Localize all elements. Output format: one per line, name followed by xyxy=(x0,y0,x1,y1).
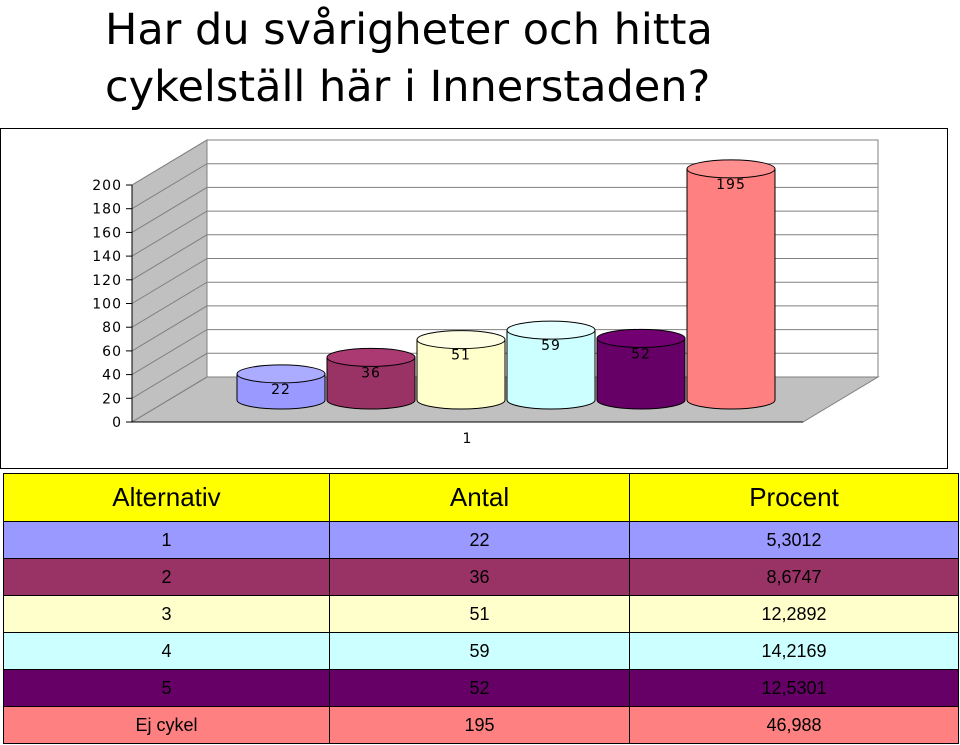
table-cell-alternativ: 3 xyxy=(3,595,330,633)
bar-body xyxy=(686,168,776,410)
bar-top xyxy=(686,159,776,179)
data-label: 22 xyxy=(271,382,291,398)
table-cell-procent: 5,3012 xyxy=(629,521,959,559)
table-row: 3 51 12,2892 xyxy=(3,595,959,633)
table-cell-alternativ: 4 xyxy=(3,632,330,670)
table-cell-procent: 46,988 xyxy=(629,706,959,744)
table-cell-antal: 59 xyxy=(329,632,630,670)
table-cell-antal: 195 xyxy=(329,706,630,744)
gridline xyxy=(131,186,878,233)
table-row: Ej cykel 195 46,988 xyxy=(3,706,959,744)
y-tick-label: 0 xyxy=(112,415,122,431)
gridline xyxy=(131,305,878,352)
gridline xyxy=(131,281,878,328)
bar-chart-3d: 0 20 40 60 80 100 120 140 160 180 200 22 36 51 59 52 195… xyxy=(0,128,948,469)
chart-area: 0 20 40 60 80 100 120 140 160 180 200 22 36 51 59 52 195… xyxy=(0,128,948,469)
table-cell-procent: 8,6747 xyxy=(629,558,959,596)
y-tick-label: 60 xyxy=(102,344,122,360)
table-cell-alternativ: 5 xyxy=(3,669,330,707)
table-cell-procent: 14,2169 xyxy=(629,632,959,670)
table-header-procent: Procent xyxy=(629,473,959,522)
bar-series-1: 22 xyxy=(236,364,326,410)
bar-series-6: 195 xyxy=(686,159,776,410)
gridline xyxy=(131,210,878,257)
bar-series-3: 51 xyxy=(416,330,506,410)
bar-body xyxy=(506,329,596,410)
data-label: 51 xyxy=(451,348,471,364)
table-cell-antal: 52 xyxy=(329,669,630,707)
bar-body xyxy=(326,356,416,410)
bar-top xyxy=(326,347,416,367)
bar-body xyxy=(236,373,326,410)
data-table: Alternativ Antal Procent 1 22 5,3012 2 36 8,6… xyxy=(3,473,959,744)
bar-top xyxy=(416,330,506,350)
x-category-label: 1 xyxy=(463,431,472,447)
chart-title-line-1: Har du svårigheter och hitta xyxy=(105,5,713,55)
table-cell-procent: 12,5301 xyxy=(629,669,959,707)
table-row: 5 52 12,5301 xyxy=(3,669,959,707)
y-tick-label: 40 xyxy=(102,368,122,384)
table-cell-procent: 12,2892 xyxy=(629,595,959,633)
bar-body xyxy=(596,337,686,410)
gridline xyxy=(131,139,878,186)
y-tick-label: 200 xyxy=(92,178,122,194)
y-tick-label: 180 xyxy=(92,202,122,218)
y-tick-label: 120 xyxy=(92,273,122,289)
table-cell-antal: 51 xyxy=(329,595,630,633)
data-label: 36 xyxy=(361,365,381,381)
data-label: 195 xyxy=(716,177,746,193)
y-tick-label: 140 xyxy=(92,249,122,265)
table-header-alternativ: Alternativ xyxy=(3,473,330,522)
gridline xyxy=(131,163,878,210)
bar-body xyxy=(416,339,506,410)
table-row: 4 59 14,2169 xyxy=(3,632,959,670)
table-cell-alternativ: 1 xyxy=(3,521,330,559)
table-header-antal: Antal xyxy=(329,473,630,522)
gridline xyxy=(131,258,878,304)
bar-top xyxy=(506,320,596,340)
data-label: 52 xyxy=(631,346,651,362)
y-tick-label: 100 xyxy=(92,297,122,313)
bar-series-2: 36 xyxy=(326,347,416,410)
bar-series-5: 52 xyxy=(596,328,686,410)
bar-top xyxy=(236,364,326,384)
data-label: 59 xyxy=(541,338,561,354)
bar-series-4: 59 xyxy=(506,320,596,410)
table-cell-antal: 36 xyxy=(329,558,630,596)
table-cell-alternativ: 2 xyxy=(3,558,330,596)
y-tick-label: 20 xyxy=(102,391,122,407)
gridline xyxy=(131,234,878,281)
chart-title-line-2: cykelställ här i Innerstaden? xyxy=(105,62,711,112)
table-cell-antal: 22 xyxy=(329,521,630,559)
y-tick-label: 160 xyxy=(92,225,122,241)
table-row: 2 36 8,6747 xyxy=(3,558,959,596)
table-cell-alternativ: Ej cykel xyxy=(3,706,330,744)
bar-top xyxy=(596,328,686,348)
chart-title: Har du svårigheter och hitta cykelställ … xyxy=(105,2,945,116)
y-tick-label: 80 xyxy=(102,320,122,336)
chart-frame xyxy=(0,128,948,469)
table-row: 1 22 5,3012 xyxy=(3,521,959,559)
table-header-row: Alternativ Antal Procent xyxy=(3,473,959,522)
